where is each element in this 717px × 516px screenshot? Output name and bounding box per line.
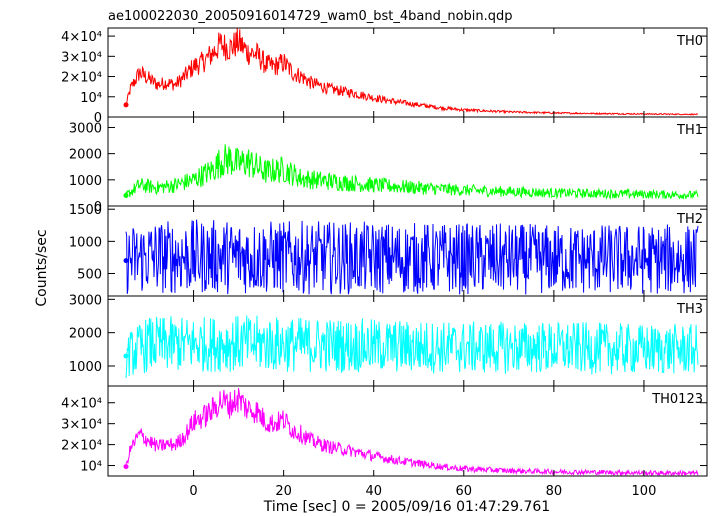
y-tick-label: 0 xyxy=(94,200,102,215)
series-start-point xyxy=(123,102,129,108)
y-tick-label: 2×10⁴ xyxy=(61,71,102,86)
y-tick-label: 1000 xyxy=(69,360,102,375)
panel-frame xyxy=(107,385,708,477)
x-axis: 0 20 40 60 80 100 xyxy=(189,484,656,499)
series-line-th1 xyxy=(125,144,699,200)
series-start-point xyxy=(123,353,129,359)
chart-title: ae100022030_20050916014729_wam0_bst_4ban… xyxy=(108,9,513,24)
x-tick-label: 0 xyxy=(189,484,197,499)
y-tick-label: 3000 xyxy=(69,121,102,136)
y-tick-label: 2×10⁴ xyxy=(61,439,102,454)
x-tick-label: 80 xyxy=(546,484,563,499)
panel-frame xyxy=(107,116,708,207)
y-tick-label: 2000 xyxy=(69,148,102,163)
y-axis-label: Counts/sec xyxy=(34,229,50,306)
series-line-th3 xyxy=(125,315,699,378)
series-line-th2 xyxy=(125,219,699,295)
series-start-point xyxy=(123,464,129,470)
panel-th0: 0 10⁴ 2×10⁴ 3×10⁴ 4×10⁴ TH0 xyxy=(61,27,708,126)
y-tick-label: 10⁴ xyxy=(80,91,102,106)
y-tick-label: 4×10⁴ xyxy=(61,397,102,412)
series-line-th0 xyxy=(125,28,699,116)
y-tick-label: 4×10⁴ xyxy=(61,30,102,45)
series-start-point xyxy=(123,193,129,199)
y-tick-label: 10⁴ xyxy=(80,460,102,475)
x-axis-label: Time [sec] 0 = 2005/09/16 01:47:29.761 xyxy=(263,499,550,515)
x-tick-label: 60 xyxy=(456,484,473,499)
y-tick-label: 1000 xyxy=(69,174,102,189)
panel-th0123: 10⁴ 2×10⁴ 3×10⁴ 4×10⁴ TH0123 xyxy=(61,385,708,477)
panel-label-th0: TH0 xyxy=(676,34,703,49)
panels: 0 10⁴ 2×10⁴ 3×10⁴ 4×10⁴ TH0 0 1000 2000 3000 TH1 50… xyxy=(61,27,708,477)
panel-th2: 500 1000 1500 TH2 xyxy=(69,203,708,297)
x-tick-label: 20 xyxy=(275,484,292,499)
panel-label-th1: TH1 xyxy=(676,123,703,138)
series-start-point xyxy=(123,258,129,264)
x-tick-label: 40 xyxy=(365,484,382,499)
panel-label-th0123: TH0123 xyxy=(651,392,703,407)
panel-label-th2: TH2 xyxy=(676,212,703,227)
y-tick-label: 3×10⁴ xyxy=(61,50,102,65)
panel-th1: 0 1000 2000 3000 TH1 xyxy=(69,116,708,215)
y-tick-label: 0 xyxy=(94,111,102,126)
y-tick-label: 3×10⁴ xyxy=(61,418,102,433)
y-tick-label: 3000 xyxy=(69,293,102,308)
series-line-th0123 xyxy=(125,388,699,476)
y-tick-label: 500 xyxy=(77,268,102,283)
y-tick-label: 2000 xyxy=(69,327,102,342)
panel-th3: 1000 2000 3000 TH3 xyxy=(69,293,708,387)
x-tick-label: 100 xyxy=(632,484,657,499)
panel-label-th3: TH3 xyxy=(676,302,703,317)
y-tick-label: 1000 xyxy=(69,235,102,250)
y-tick-label: 1500 xyxy=(69,203,102,218)
